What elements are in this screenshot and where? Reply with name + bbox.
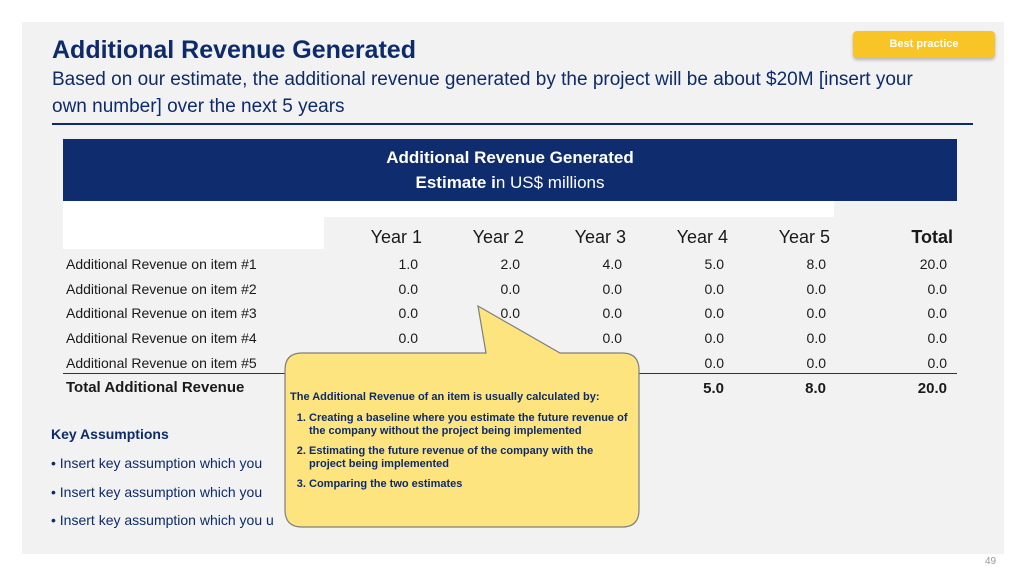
table-banner: Additional Revenue Generated Estimate in… bbox=[63, 139, 957, 201]
table-spacer bbox=[63, 201, 834, 217]
callout-step: Creating a baseline where you estimate t… bbox=[309, 412, 630, 438]
table-cell: 0.0 bbox=[806, 281, 826, 297]
callout-steps: Creating a baseline where you estimate t… bbox=[290, 412, 630, 491]
banner-subtitle-rest: n US$ millions bbox=[495, 173, 605, 192]
table-cell: 0.0 bbox=[806, 355, 826, 371]
key-assumption-item: • Insert key assumption which you u bbox=[51, 512, 274, 528]
total-cell: 5.0 bbox=[703, 380, 724, 397]
table-header-blank bbox=[63, 217, 324, 249]
table-cell: 1.0 bbox=[398, 256, 418, 272]
page-number: 49 bbox=[985, 556, 997, 567]
table-cell: 0.0 bbox=[602, 305, 622, 321]
table-cell: 0.0 bbox=[602, 330, 622, 346]
header-year-4: Year 4 bbox=[676, 227, 728, 247]
table-cell: 0.0 bbox=[704, 330, 724, 346]
row-4-label: Additional Revenue on item #4 bbox=[66, 330, 257, 346]
table-cell: 0.0 bbox=[602, 281, 622, 297]
row-3-label: Additional Revenue on item #3 bbox=[66, 305, 257, 321]
table-cell: 0.0 bbox=[704, 355, 724, 371]
header-year-1: Year 1 bbox=[370, 227, 422, 247]
table-cell: 0.0 bbox=[806, 330, 826, 346]
callout-intro: The Additional Revenue of an item is usu… bbox=[290, 391, 600, 403]
total-cell: 20.0 bbox=[917, 380, 947, 397]
row-1-label: Additional Revenue on item #1 bbox=[66, 256, 257, 272]
table-cell: 5.0 bbox=[704, 256, 724, 272]
header-total: Total bbox=[911, 227, 953, 247]
key-assumption-item: • Insert key assumption which you bbox=[51, 484, 263, 500]
callout-step: Comparing the two estimates bbox=[309, 478, 630, 491]
table-cell: 0.0 bbox=[398, 305, 418, 321]
table-cell: 0.0 bbox=[927, 330, 947, 346]
total-divider bbox=[63, 373, 957, 374]
total-cell: 8.0 bbox=[805, 380, 826, 397]
best-practice-badge: Best practice bbox=[853, 31, 995, 58]
page-subtitle: Based on our estimate, the additional re… bbox=[52, 69, 913, 117]
table-cell: 0.0 bbox=[927, 355, 947, 371]
table-cell: 0.0 bbox=[500, 305, 520, 321]
table-cell: 0.0 bbox=[927, 281, 947, 297]
table-cell: 0.0 bbox=[927, 305, 947, 321]
banner-subtitle-bold: Estimate i bbox=[415, 173, 496, 192]
table-cell: 4.0 bbox=[602, 256, 622, 272]
header-year-2: Year 2 bbox=[472, 227, 524, 247]
total-row-label: Total Additional Revenue bbox=[66, 379, 245, 396]
table-cell: 8.0 bbox=[806, 256, 826, 272]
table-cell: 2.0 bbox=[500, 256, 520, 272]
table-cell: 0.0 bbox=[398, 281, 418, 297]
table-cell: 0.0 bbox=[398, 330, 418, 346]
key-assumptions-title: Key Assumptions bbox=[51, 426, 169, 442]
key-assumption-item: • Insert key assumption which you bbox=[51, 455, 263, 471]
banner-subtitle: Estimate in US$ millions bbox=[63, 173, 957, 193]
row-2-label: Additional Revenue on item #2 bbox=[66, 281, 257, 297]
title-divider bbox=[52, 123, 973, 125]
row-5-label: Additional Revenue on item #5 bbox=[66, 355, 257, 371]
callout-text: The Additional Revenue of an item is usu… bbox=[290, 391, 630, 498]
header-year-3: Year 3 bbox=[574, 227, 626, 247]
header-year-5: Year 5 bbox=[778, 227, 830, 247]
table-cell: 0.0 bbox=[704, 281, 724, 297]
banner-title: Additional Revenue Generated bbox=[386, 148, 634, 167]
callout-step: Estimating the future revenue of the com… bbox=[309, 445, 630, 471]
table-cell: 20.0 bbox=[919, 256, 947, 272]
table-cell: 0.0 bbox=[806, 305, 826, 321]
table-cell: 0.0 bbox=[500, 281, 520, 297]
page-title: Additional Revenue Generated bbox=[52, 36, 416, 64]
table-cell: 0.0 bbox=[704, 305, 724, 321]
